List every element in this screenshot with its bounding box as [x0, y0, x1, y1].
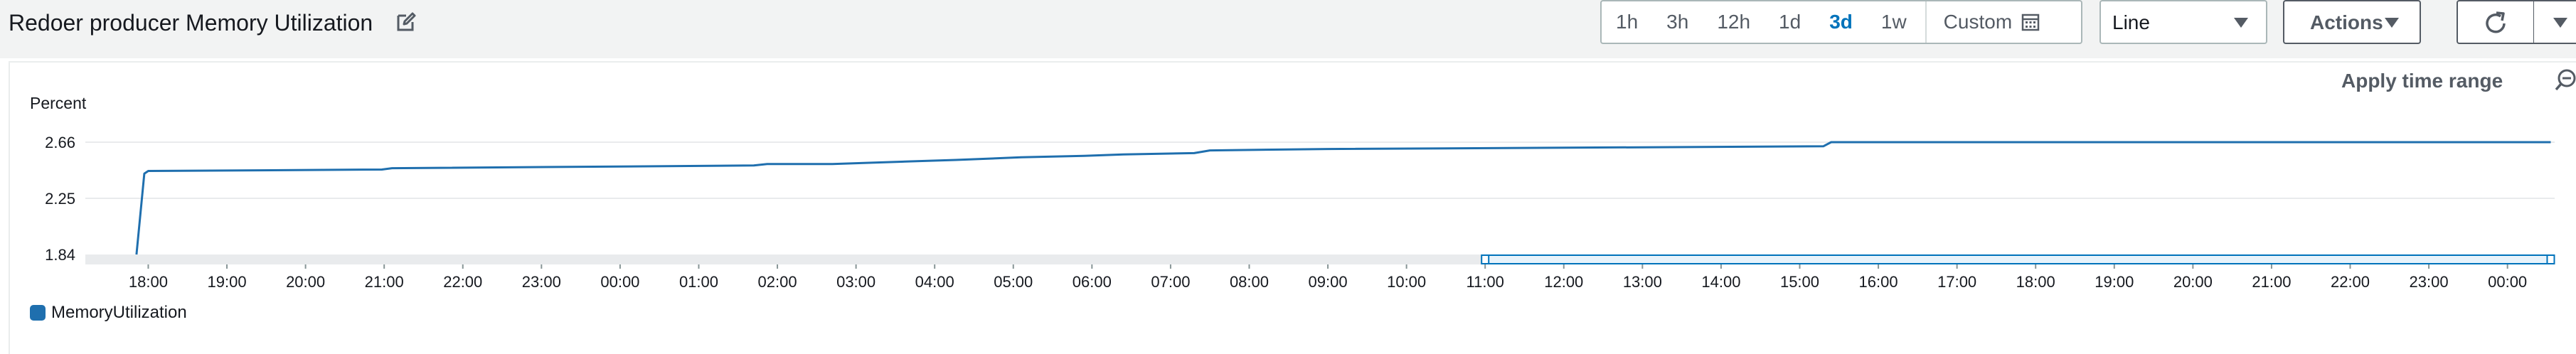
grid-lines	[85, 141, 2555, 199]
x-tick-label: 07:00	[1151, 273, 1190, 291]
caret-down-icon	[2553, 18, 2567, 28]
y-tick-label: 1.84	[45, 246, 75, 264]
calendar-icon	[2021, 14, 2040, 31]
header-bar: Redoer producer Memory Utilization 1h 3h…	[0, 0, 2576, 58]
x-tick-label: 01:00	[679, 273, 718, 291]
page-title: Redoer producer Memory Utilization	[9, 10, 373, 36]
x-tick-label: 23:00	[522, 273, 561, 291]
y-axis-ticks: 2.66 2.25 1.84	[45, 134, 75, 264]
x-tick-label: 04:00	[915, 273, 954, 291]
x-tick-label: 14:00	[1701, 273, 1740, 291]
x-tick-label: 10:00	[1387, 273, 1426, 291]
chart-type-value: Line	[2112, 11, 2150, 33]
x-tick-label: 21:00	[2252, 273, 2291, 291]
refresh-button[interactable]	[2457, 0, 2535, 44]
actions-button[interactable]: Actions	[2283, 0, 2421, 44]
x-tick-label: 13:00	[1623, 273, 1662, 291]
range-12h-button[interactable]: 12h	[1717, 11, 1751, 33]
x-tick-label: 02:00	[758, 273, 797, 291]
range-3h-button[interactable]: 3h	[1666, 11, 1689, 33]
selection-range[interactable]	[1484, 254, 2552, 264]
actions-label: Actions	[2310, 11, 2383, 33]
series-layer	[135, 141, 2551, 255]
x-tick-label: 17:00	[1937, 273, 1976, 291]
x-tick-label: 22:00	[443, 273, 482, 291]
chart-type-select[interactable]: Line	[2099, 0, 2267, 44]
x-tick-label: 23:00	[2410, 273, 2449, 291]
x-tick-label: 05:00	[994, 273, 1033, 291]
x-tick-label: 19:00	[208, 273, 247, 291]
caret-down-icon	[2385, 18, 2399, 28]
chart-panel	[9, 61, 2576, 354]
x-tick-label: 03:00	[836, 273, 875, 291]
x-tick-label: 18:00	[2016, 273, 2055, 291]
x-tick-label: 18:00	[129, 273, 168, 291]
refresh-options-button[interactable]	[2533, 0, 2576, 44]
legend-item-memoryutilization[interactable]: MemoryUtilization	[30, 303, 187, 323]
x-tick-label: 22:00	[2331, 273, 2370, 291]
range-1d-button[interactable]: 1d	[1779, 11, 1801, 33]
y-tick-label: 2.66	[45, 134, 75, 151]
zoom-out-icon[interactable]	[2555, 68, 2576, 92]
range-1w-button[interactable]: 1w	[1880, 11, 1907, 33]
series-line-memoryutilization	[135, 141, 2551, 255]
x-axis-ticks: 18:00 19:00 20:00 21:00 22:00 23:00 00:00 01:00…	[129, 264, 2527, 291]
x-tick-label: 20:00	[2173, 273, 2213, 291]
legend-swatch	[30, 305, 46, 321]
y-tick-label: 2.25	[45, 190, 75, 208]
selection-handle-right[interactable]	[2546, 254, 2555, 264]
x-tick-label: 00:00	[2488, 273, 2527, 291]
apply-time-range-button[interactable]: Apply time range	[2341, 70, 2503, 92]
time-scrubber	[85, 254, 2555, 264]
edit-title-icon[interactable]	[395, 11, 417, 33]
refresh-icon	[2486, 11, 2506, 33]
x-tick-label: 12:00	[1544, 273, 1583, 291]
legend-label: MemoryUtilization	[51, 303, 187, 322]
range-3d-button[interactable]: 3d	[1829, 11, 1853, 33]
x-tick-label: 20:00	[286, 273, 325, 291]
y-axis-label: Percent	[30, 94, 87, 112]
custom-range-label: Custom	[1943, 11, 2013, 33]
x-tick-label: 06:00	[1073, 273, 1112, 291]
x-tick-label: 21:00	[365, 273, 404, 291]
x-tick-label: 09:00	[1309, 273, 1348, 291]
x-tick-label: 08:00	[1230, 273, 1269, 291]
x-tick-label: 00:00	[600, 273, 639, 291]
x-tick-label: 15:00	[1780, 273, 1819, 291]
selection-handle-left[interactable]	[1481, 254, 1490, 264]
time-range-selector: 1h 3h 12h 1d 3d 1w Custom	[1600, 0, 2082, 44]
range-1h-button[interactable]: 1h	[1616, 11, 1639, 33]
custom-range-button[interactable]: Custom	[1925, 1, 2049, 43]
x-tick-label: 16:00	[1859, 273, 1898, 291]
x-tick-label: 19:00	[2095, 273, 2134, 291]
caret-down-icon	[2234, 18, 2248, 28]
x-tick-label: 11:00	[1466, 273, 1503, 291]
